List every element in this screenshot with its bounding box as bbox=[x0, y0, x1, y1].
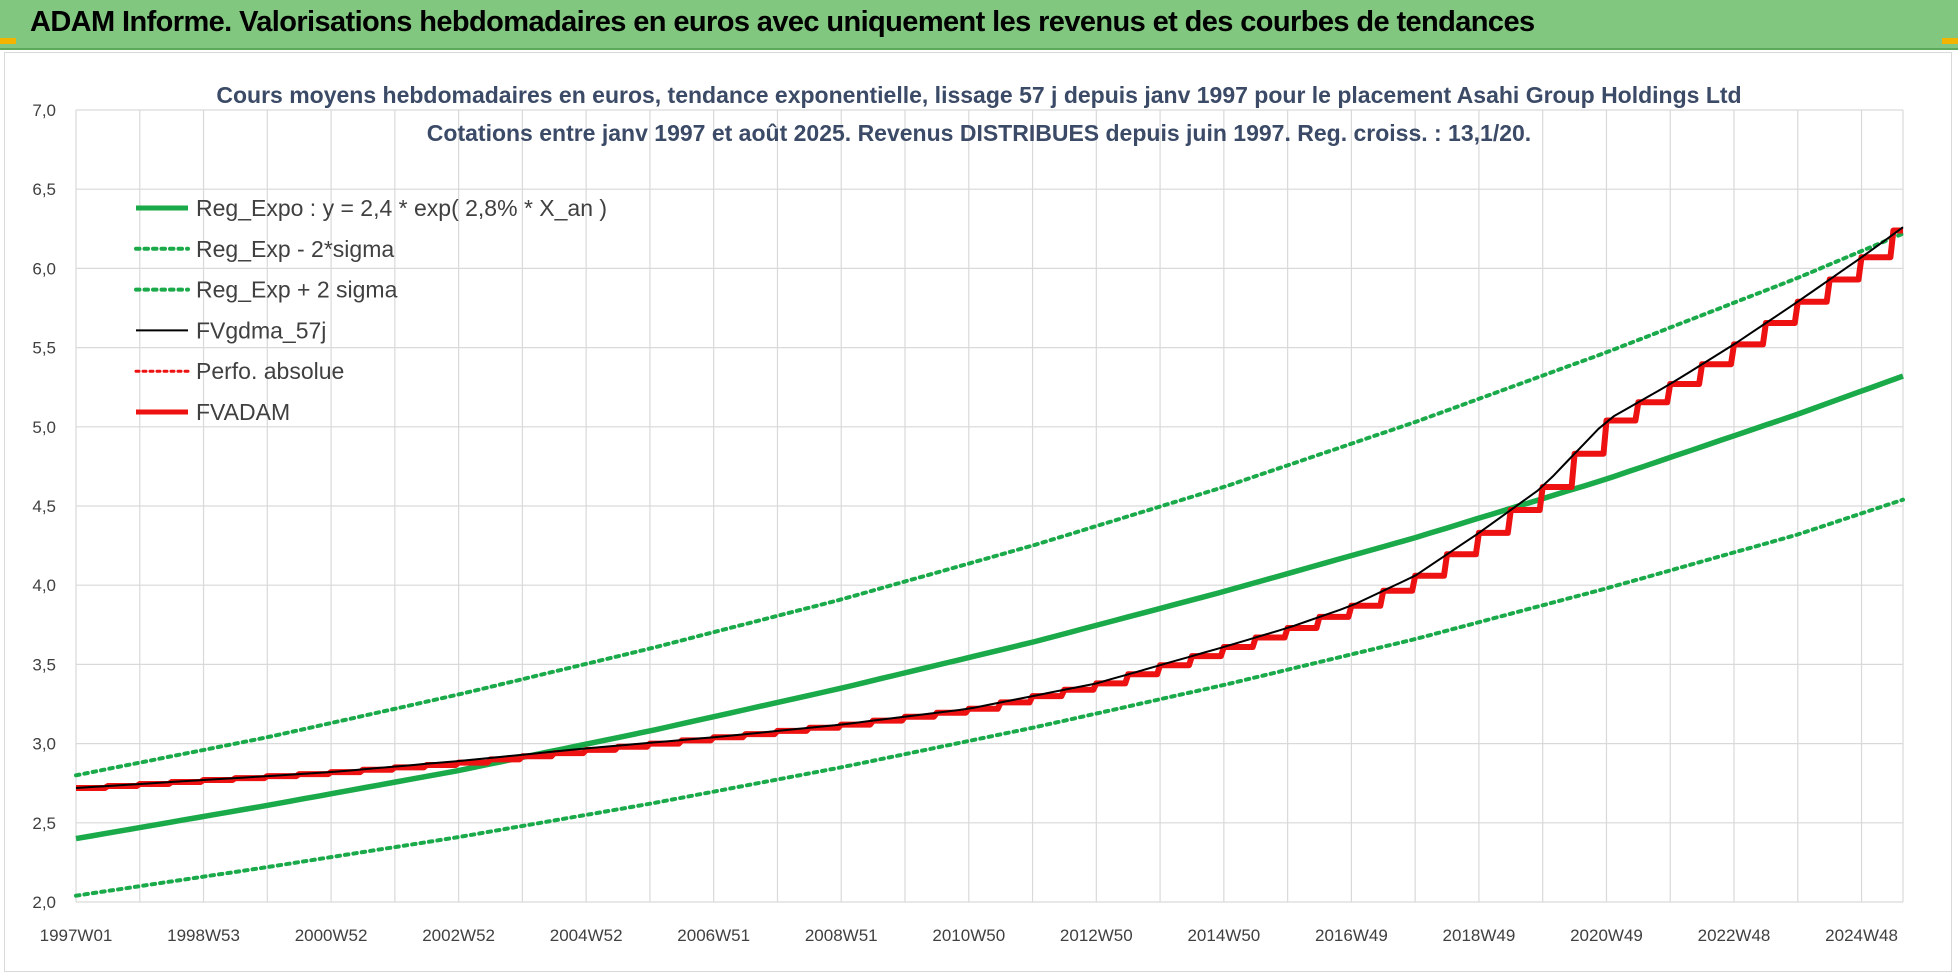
y-tick-label: 2,0 bbox=[32, 893, 56, 912]
y-tick-label: 5,5 bbox=[32, 339, 56, 358]
x-tick-label: 2018W49 bbox=[1443, 926, 1516, 945]
x-tick-label: 1998W53 bbox=[167, 926, 240, 945]
x-tick-label: 2014W50 bbox=[1187, 926, 1260, 945]
y-tick-label: 2,5 bbox=[32, 814, 56, 833]
legend-label: FVgdma_57j bbox=[196, 317, 326, 343]
x-tick-label: 2004W52 bbox=[550, 926, 623, 945]
y-tick-label: 3,5 bbox=[32, 655, 56, 674]
series-line-dotted-green bbox=[74, 231, 1905, 778]
y-tick-label: 6,5 bbox=[32, 180, 56, 199]
legend-label: Perfo. absolue bbox=[196, 358, 344, 384]
chart-title-line-1: Cours moyens hebdomadaires en euros, ten… bbox=[216, 82, 1741, 108]
series-line-solid-black bbox=[75, 226, 1904, 789]
y-tick-label: 5,0 bbox=[32, 418, 56, 437]
series-line-solid-red bbox=[76, 227, 1903, 791]
y-tick-label: 6,0 bbox=[32, 259, 56, 278]
y-axis-labels: 2,0 2,5 3,0 3,5 4,0 4,5 5,0 5,5 6,0 6,5 7,0 bbox=[32, 101, 56, 912]
legend-label: Reg_Expo : y = 2,4 * exp( 2,8% * X_an ) bbox=[196, 195, 607, 221]
legend: Reg_Expo : y = 2,4 * exp( 2,8% * X_an ) R… bbox=[134, 195, 607, 425]
x-tick-label: 2002W52 bbox=[422, 926, 495, 945]
x-tick-label: 2020W49 bbox=[1570, 926, 1643, 945]
x-tick-label: 2012W50 bbox=[1060, 926, 1133, 945]
y-tick-label: 3,0 bbox=[32, 735, 56, 754]
series-line-dotted-green bbox=[74, 497, 1905, 898]
corner-accent-right bbox=[1942, 38, 1958, 44]
x-tick-label: 2016W49 bbox=[1315, 926, 1388, 945]
y-tick-label: 4,5 bbox=[32, 497, 56, 516]
series-line-solid-green bbox=[75, 373, 1904, 842]
legend-label: Reg_Exp - 2*sigma bbox=[196, 236, 394, 262]
x-tick-label: 1997W01 bbox=[40, 926, 113, 945]
y-tick-label: 7,0 bbox=[32, 101, 56, 120]
y-tick-label: 4,0 bbox=[32, 576, 56, 595]
x-tick-label: 2010W50 bbox=[932, 926, 1005, 945]
legend-label: FVADAM bbox=[196, 399, 290, 425]
x-tick-label: 2008W51 bbox=[805, 926, 878, 945]
x-tick-label: 2000W52 bbox=[295, 926, 368, 945]
page-title: ADAM Informe. Valorisations hebdomadaire… bbox=[30, 6, 1535, 38]
x-tick-label: 2006W51 bbox=[677, 926, 750, 945]
series-lines bbox=[74, 226, 1905, 898]
horizontal-gridlines bbox=[76, 109, 1903, 903]
x-axis-labels: 1997W01 1998W53 2000W52 2002W52 2004W52 2006W… bbox=[40, 926, 1898, 945]
header-banner: ADAM Informe. Valorisations hebdomadaire… bbox=[0, 0, 1958, 50]
chart-frame bbox=[4, 52, 1952, 972]
x-tick-label: 2022W48 bbox=[1698, 926, 1771, 945]
legend-label: Reg_Exp + 2 sigma bbox=[196, 277, 398, 303]
corner-accent-left bbox=[0, 38, 16, 44]
chart-title-line-2: Cotations entre janv 1997 et août 2025. … bbox=[427, 120, 1531, 146]
x-tick-label: 2024W48 bbox=[1825, 926, 1898, 945]
